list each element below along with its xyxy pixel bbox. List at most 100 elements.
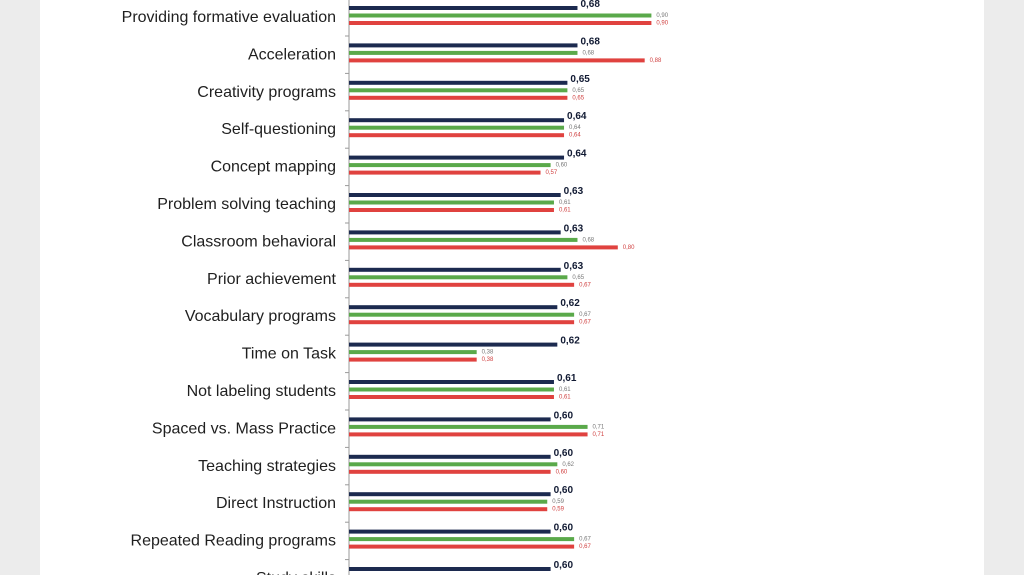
bar-series-3 [349, 133, 565, 138]
category-label: Self-questioning [221, 121, 336, 138]
bar-series-1 [349, 80, 568, 85]
bar-series-1 [349, 267, 561, 272]
data-label-series-2: 0,62 [562, 462, 574, 468]
data-label-series-1: 0,65 [570, 74, 590, 85]
data-label-series-3: 0,64 [569, 133, 581, 139]
data-label-series-3: 0,90 [656, 21, 668, 27]
data-label-series-1: 0,63 [564, 186, 584, 197]
bar-series-2 [349, 387, 554, 392]
bar-series-3 [349, 469, 551, 474]
bar-series-1 [349, 529, 551, 534]
data-label-series-1: 0,60 [554, 485, 574, 496]
category-label: Problem solving teaching [157, 196, 336, 213]
data-label-series-2: 0,67 [579, 537, 591, 543]
data-label-series-2: 0,68 [582, 237, 594, 243]
data-label-series-3: 0,38 [482, 357, 494, 363]
data-label-series-1: 0,68 [580, 0, 600, 10]
data-label-series-3: 0,61 [559, 395, 571, 401]
bar-series-3 [349, 95, 568, 100]
data-label-series-1: 0,63 [564, 261, 584, 272]
bar-series-3 [349, 245, 618, 250]
bar-series-3 [349, 58, 645, 63]
bar-series-1 [349, 417, 551, 422]
bar-series-3 [349, 320, 575, 325]
bar-series-1 [349, 230, 561, 235]
bar-series-3 [349, 170, 541, 175]
category-label: Repeated Reading programs [131, 533, 336, 550]
data-label-series-1: 0,63 [564, 223, 584, 234]
category-label: Spaced vs. Mass Practice [152, 420, 336, 437]
category-label: Not labeling students [187, 383, 336, 400]
bar-series-1 [349, 6, 578, 10]
bar-series-1 [349, 155, 565, 160]
bar-chart: Providing formative evaluation 0,68 0,90 0,… [122, 0, 669, 575]
category-label: Teaching strategies [198, 458, 336, 475]
bar-series-1 [349, 305, 558, 310]
data-label-series-1: 0,62 [560, 298, 580, 309]
category-label: Providing formative evaluation [122, 9, 336, 26]
data-label-series-1: 0,64 [567, 111, 587, 122]
category-label: Vocabulary programs [185, 308, 336, 325]
bar-series-3 [349, 544, 575, 549]
data-label-series-3: 0,67 [579, 282, 591, 288]
bar-series-2 [349, 424, 588, 429]
bar-series-1 [349, 342, 558, 347]
bar-series-1 [349, 454, 551, 459]
bar-series-1 [349, 118, 565, 123]
bar-series-1 [349, 43, 578, 48]
category-label: Direct Instruction [216, 495, 336, 512]
category-label: Time on Task [242, 346, 337, 363]
category-label: Acceleration [248, 46, 336, 63]
data-label-series-3: 0,67 [579, 320, 591, 326]
data-label-series-2: 0,59 [552, 499, 564, 505]
bar-series-2 [349, 462, 558, 467]
bar-series-3 [349, 395, 554, 399]
data-label-series-2: 0,61 [559, 200, 571, 206]
bar-series-2 [349, 50, 578, 55]
bar-series-2 [349, 200, 554, 205]
data-label-series-3: 0,80 [623, 245, 635, 251]
data-label-series-3: 0,61 [559, 208, 571, 214]
data-label-series-3: 0,57 [546, 170, 558, 176]
bar-series-1 [349, 193, 561, 197]
bar-series-2 [349, 499, 548, 504]
data-label-series-2: 0,71 [593, 424, 605, 430]
bar-series-3 [349, 21, 652, 25]
bar-series-2 [349, 275, 568, 280]
data-label-series-3: 0,65 [572, 95, 584, 101]
bar-series-3 [349, 507, 548, 512]
data-label-series-1: 0,60 [554, 560, 574, 571]
data-label-series-2: 0,65 [572, 88, 584, 94]
category-label: Classroom behavioral [181, 233, 336, 250]
data-label-series-1: 0,62 [560, 336, 580, 347]
data-label-series-1: 0,61 [557, 373, 577, 384]
data-label-series-3: 0,71 [593, 432, 605, 438]
slide-canvas: Providing formative evaluation 0,68 0,90 0,… [40, 0, 984, 575]
bar-series-2 [349, 13, 652, 18]
data-label-series-2: 0,38 [482, 350, 494, 356]
bar-series-3 [349, 208, 554, 212]
data-label-series-1: 0,60 [554, 523, 574, 534]
bar-series-2 [349, 125, 565, 130]
data-label-series-2: 0,68 [582, 50, 594, 56]
category-label: Concept mapping [211, 159, 336, 176]
data-label-series-3: 0,67 [579, 544, 591, 550]
bar-series-1 [349, 492, 551, 497]
category-label: Prior achievement [207, 271, 337, 288]
data-label-series-2: 0,60 [556, 163, 568, 169]
category-label: Creativity programs [197, 84, 336, 101]
data-label-series-3: 0,60 [556, 469, 568, 475]
data-label-series-1: 0,68 [580, 36, 600, 47]
bar-series-1 [349, 567, 551, 571]
data-label-series-3: 0,59 [552, 507, 564, 513]
data-label-series-2: 0,90 [656, 13, 668, 19]
data-label-series-1: 0,64 [567, 149, 587, 160]
bar-series-2 [349, 163, 551, 168]
bar-series-2 [349, 350, 477, 355]
bar-series-3 [349, 357, 477, 362]
bar-series-3 [349, 432, 588, 437]
category-label: Study skills [256, 570, 336, 575]
data-label-series-2: 0,65 [572, 275, 584, 281]
data-label-series-1: 0,60 [554, 410, 574, 421]
bar-series-1 [349, 380, 554, 384]
